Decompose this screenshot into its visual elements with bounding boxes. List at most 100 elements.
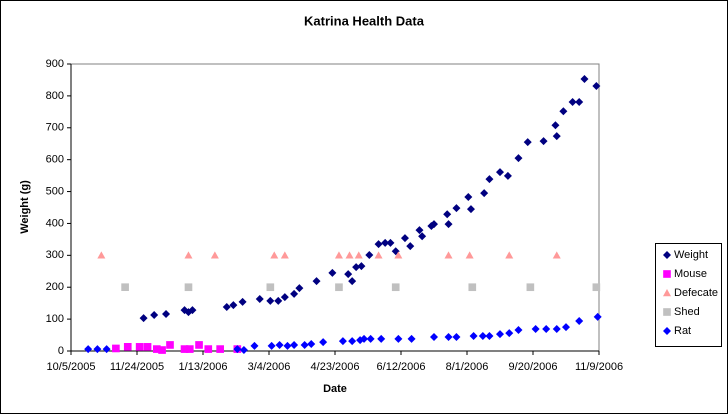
data-point	[464, 192, 473, 201]
x-tick-label: 1/13/2006	[179, 361, 228, 373]
data-point	[328, 268, 337, 277]
legend-marker	[663, 308, 671, 316]
data-point	[290, 289, 299, 298]
data-point	[406, 242, 415, 251]
data-point	[465, 251, 474, 259]
data-point	[184, 251, 193, 259]
data-point	[526, 283, 535, 292]
legend-marker	[663, 270, 671, 278]
x-axis-label: Date	[323, 383, 347, 395]
data-point	[531, 324, 540, 333]
y-axis-label: Weight (g)	[19, 180, 31, 234]
legend-marker	[663, 327, 671, 335]
data-point	[580, 74, 589, 83]
data-point	[469, 332, 478, 341]
data-point	[514, 154, 523, 163]
data-point	[539, 137, 548, 146]
y-tick-label: 300	[46, 249, 64, 261]
legend-label: Weight	[674, 249, 708, 261]
data-point	[444, 220, 453, 229]
data-point	[348, 277, 357, 286]
data-point	[352, 263, 361, 272]
x-tick-label: 3/4/2006	[248, 361, 291, 373]
y-tick-label: 0	[58, 345, 64, 357]
data-point	[514, 325, 523, 334]
y-tick-label: 200	[46, 281, 64, 293]
data-point	[204, 345, 213, 353]
data-point	[593, 312, 602, 321]
data-point	[158, 346, 166, 354]
y-tick-label: 500	[46, 185, 64, 197]
data-point	[552, 251, 561, 259]
data-point	[418, 232, 427, 241]
data-point	[503, 171, 512, 180]
data-point	[386, 238, 395, 247]
data-point	[391, 283, 400, 292]
data-point	[266, 283, 275, 292]
data-point	[229, 301, 238, 310]
data-point	[166, 341, 174, 349]
data-point	[415, 226, 424, 235]
data-point	[542, 324, 551, 333]
data-point	[400, 234, 409, 243]
data-point	[239, 346, 248, 355]
x-tick-label: 9/20/2006	[509, 361, 558, 373]
data-point	[360, 334, 369, 343]
data-point	[290, 340, 299, 349]
data-point	[377, 334, 386, 343]
y-tick-label: 400	[46, 217, 64, 229]
data-point	[354, 251, 363, 259]
data-point	[334, 251, 343, 259]
legend-label: Shed	[674, 306, 700, 318]
data-point	[210, 251, 219, 259]
data-point	[123, 343, 132, 351]
data-point	[496, 168, 504, 177]
chart-title: Katrina Health Data	[304, 13, 425, 28]
data-point	[592, 283, 601, 292]
x-tick-label: 10/5/2005	[47, 361, 96, 373]
data-point	[552, 324, 561, 333]
data-point	[266, 296, 275, 305]
data-point	[562, 323, 570, 332]
data-point	[485, 332, 494, 341]
data-point	[185, 345, 194, 353]
data-point	[444, 251, 453, 259]
data-point	[238, 297, 247, 306]
data-point	[478, 332, 487, 341]
data-point	[374, 251, 383, 259]
data-point	[267, 341, 276, 350]
data-point	[143, 343, 152, 351]
data-point	[505, 329, 514, 338]
data-point	[505, 251, 514, 259]
data-point	[365, 251, 374, 260]
data-point	[270, 251, 279, 259]
data-point	[275, 340, 284, 349]
y-tick-label: 100	[46, 313, 64, 325]
data-point	[452, 204, 461, 213]
data-point	[575, 317, 584, 326]
y-tick-label: 700	[46, 122, 64, 134]
data-point	[307, 339, 316, 348]
data-point	[335, 283, 343, 292]
y-tick-label: 800	[46, 90, 64, 102]
data-point	[93, 345, 102, 354]
data-point	[319, 338, 328, 347]
data-point	[523, 138, 532, 147]
legend-label: Defecate	[674, 287, 718, 299]
data-point	[466, 205, 475, 214]
data-point	[300, 340, 309, 349]
legend-marker	[663, 289, 671, 297]
legend-marker	[663, 251, 671, 259]
data-point	[162, 310, 171, 319]
data-point	[295, 284, 304, 293]
data-point	[283, 341, 292, 350]
data-point	[274, 296, 283, 305]
data-point	[575, 97, 584, 106]
x-tick-label: 4/23/2006	[311, 361, 360, 373]
data-point	[345, 251, 354, 259]
data-point	[233, 345, 242, 354]
data-point	[222, 302, 231, 311]
data-point	[552, 132, 561, 141]
data-point	[312, 277, 321, 286]
data-point	[121, 283, 129, 292]
